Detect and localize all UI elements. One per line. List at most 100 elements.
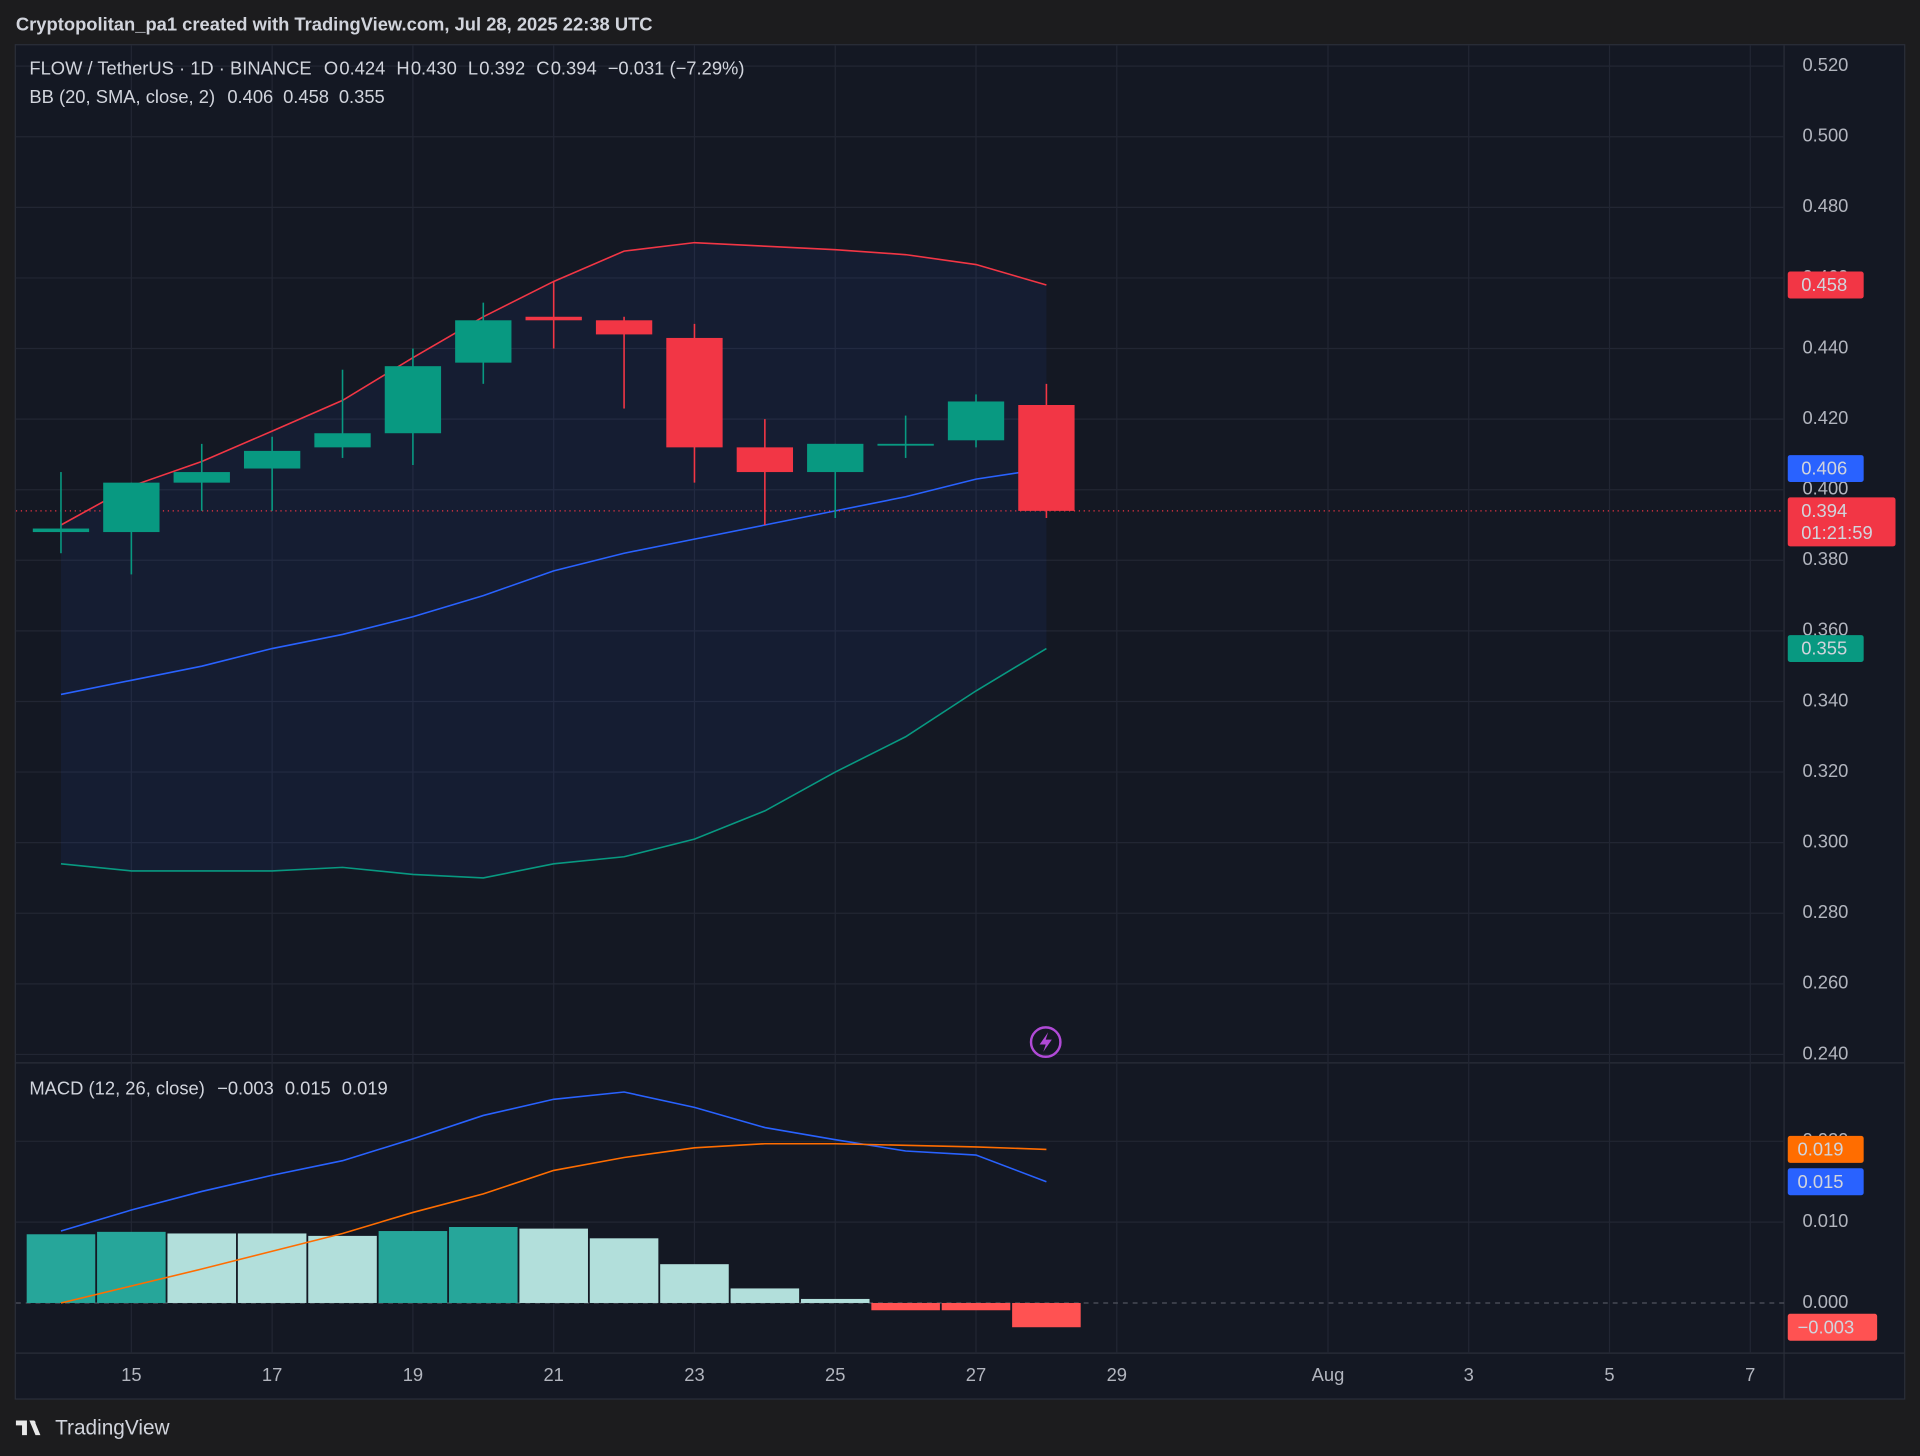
legend-text: H	[396, 58, 409, 79]
macd-line	[60, 1142, 1047, 1304]
x-tick-label: 25	[825, 1364, 845, 1385]
legend-text: 0.392	[479, 58, 525, 79]
y-tick-label: 0.260	[1802, 972, 1848, 993]
legend-text: BB (20, SMA, close, 2)	[29, 86, 215, 107]
candle-body	[32, 528, 90, 533]
histogram-bar	[237, 1233, 307, 1303]
x-tick-label: 15	[121, 1364, 141, 1385]
data-layer	[15, 241, 1785, 1328]
candle-body	[525, 316, 582, 321]
histogram-bar	[378, 1231, 448, 1303]
legend-text: −0.003	[217, 1078, 274, 1099]
x-tick-label: 7	[1745, 1364, 1755, 1385]
x-tick-label: 5	[1604, 1364, 1614, 1385]
bb-line	[60, 647, 1047, 879]
y-tick-label: 0.480	[1802, 195, 1848, 216]
candle-body	[384, 366, 442, 434]
legend-text: O	[324, 58, 338, 79]
macd-badge-label: 0.015	[1798, 1171, 1844, 1192]
candle-body	[807, 443, 864, 473]
macd-badge	[1787, 1313, 1878, 1341]
y-tick-label: 0.340	[1802, 689, 1848, 710]
legend-text: 0.019	[342, 1078, 388, 1099]
chart-panel	[14, 44, 1906, 1400]
histogram-bar	[449, 1226, 518, 1303]
legend-text: 0.430	[411, 58, 457, 79]
histogram-bar	[519, 1228, 588, 1303]
histogram-bar	[730, 1288, 800, 1303]
y-tick-label: 0.010	[1802, 1210, 1848, 1231]
candle-body	[314, 433, 371, 448]
y-tick-label: 0.240	[1802, 1042, 1848, 1063]
y-tick-label: 0.300	[1802, 831, 1848, 852]
legend-text: FLOW / TetherUS · 1D · BINANCE	[29, 58, 311, 79]
y-tick-label: 0.000	[1802, 1291, 1848, 1312]
legend-text: MACD (12, 26, close)	[29, 1078, 205, 1099]
price-badge-label: 0.458	[1801, 274, 1847, 295]
histogram-bar	[800, 1298, 870, 1303]
legend-text: 0.015	[285, 1078, 331, 1099]
y-tick-label: 0.380	[1802, 548, 1848, 569]
histogram-bar	[1012, 1302, 1081, 1328]
x-tick-label: 29	[1107, 1364, 1127, 1385]
candle-body	[103, 482, 160, 533]
histogram-bar	[26, 1234, 96, 1303]
brand-logo	[15, 1420, 41, 1436]
alert-icon-ring[interactable]	[1029, 1026, 1062, 1058]
macd-badge-label: −0.003	[1798, 1316, 1855, 1337]
x-tick-label: 19	[403, 1364, 423, 1385]
y-tick-label: 0.440	[1802, 336, 1848, 357]
legend-text: 0.424	[339, 58, 385, 79]
legend-text: 0.355	[339, 86, 385, 107]
x-tick-label: 3	[1464, 1364, 1474, 1385]
macd-badge	[1787, 1135, 1864, 1163]
histogram-bar	[660, 1264, 729, 1303]
histogram-bar	[871, 1302, 940, 1311]
legend-text: L	[468, 58, 478, 79]
macd-badge-label: 0.019	[1798, 1138, 1844, 1159]
alert-icon[interactable]	[1029, 1026, 1062, 1058]
y-tick-label: 0.400	[1802, 478, 1848, 499]
y-tick-label: 0.360	[1802, 619, 1848, 640]
histogram-bar	[941, 1302, 1011, 1311]
alert-icon-bolt[interactable]	[1039, 1032, 1052, 1052]
legend-text: −0.031 (−7.29%)	[608, 58, 745, 79]
candle-body	[666, 337, 723, 448]
x-tick-label: 27	[966, 1364, 986, 1385]
y-tick-label: 0.320	[1802, 760, 1848, 781]
price-badge	[1787, 497, 1896, 547]
candle-body	[877, 443, 934, 446]
histogram-bar	[589, 1238, 659, 1303]
price-badge	[1787, 271, 1864, 299]
candle-body	[595, 320, 653, 335]
credit-line: Cryptopolitan_pa1 created with TradingVi…	[16, 14, 653, 35]
candle-body	[173, 472, 230, 483]
candle-body	[455, 320, 512, 363]
label-layer: 15 17 19 21 23 25 27 29 Aug 3 5 7 0.240 0.260 0.280 0.3…	[29, 54, 1896, 1385]
y-tick-label: 0.280	[1802, 901, 1848, 922]
x-tick-label: Aug	[1312, 1364, 1345, 1385]
histogram-bar	[308, 1235, 377, 1303]
candle-body	[1018, 405, 1075, 511]
x-tick-label: 17	[262, 1364, 282, 1385]
legend-text: 0.406	[227, 86, 273, 107]
bb-band-fill	[60, 242, 1047, 878]
x-tick-label: 23	[684, 1364, 704, 1385]
macd-line	[60, 1091, 1047, 1232]
price-badge	[1787, 455, 1864, 483]
legend-text: 0.394	[551, 58, 597, 79]
price-badge-label: 0.355	[1801, 638, 1847, 659]
x-tick-label: 21	[543, 1364, 563, 1385]
price-badge-label: 0.406	[1801, 458, 1847, 479]
candle-body	[243, 450, 301, 469]
y-tick-label: 0.500	[1802, 125, 1848, 146]
macd-badge	[1787, 1168, 1864, 1196]
y-tick-label: 0.420	[1802, 407, 1848, 428]
price-badge-label: 0.394	[1801, 500, 1847, 521]
candle-body	[947, 401, 1005, 441]
brand-logo-dot	[30, 1420, 36, 1426]
legend-text: C	[536, 58, 549, 79]
candle-body	[736, 447, 794, 473]
